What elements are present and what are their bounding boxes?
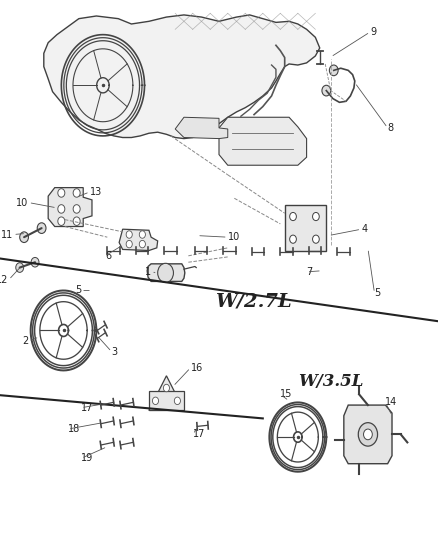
- Text: 10: 10: [16, 198, 28, 207]
- Circle shape: [152, 397, 159, 405]
- Text: 5: 5: [374, 288, 381, 298]
- Circle shape: [139, 231, 145, 238]
- Circle shape: [358, 423, 378, 446]
- Polygon shape: [44, 15, 320, 139]
- Circle shape: [20, 232, 28, 243]
- Text: 19: 19: [81, 454, 93, 463]
- Circle shape: [58, 189, 65, 197]
- Polygon shape: [149, 376, 184, 410]
- Circle shape: [290, 235, 297, 243]
- Polygon shape: [285, 205, 326, 251]
- Text: 6: 6: [105, 251, 111, 261]
- Polygon shape: [149, 391, 184, 410]
- Circle shape: [163, 384, 170, 392]
- Circle shape: [31, 257, 39, 267]
- Text: 9: 9: [370, 27, 376, 37]
- Text: 13: 13: [90, 187, 102, 197]
- Polygon shape: [344, 405, 392, 464]
- Circle shape: [290, 213, 297, 221]
- Circle shape: [174, 397, 180, 405]
- Circle shape: [139, 240, 145, 248]
- Text: W/3.5L: W/3.5L: [298, 373, 364, 390]
- Polygon shape: [147, 264, 185, 281]
- Circle shape: [16, 263, 24, 272]
- Circle shape: [73, 217, 80, 225]
- Text: 7: 7: [307, 267, 313, 277]
- Text: 15: 15: [280, 390, 293, 399]
- Circle shape: [73, 189, 80, 197]
- Circle shape: [126, 240, 132, 248]
- Text: 4: 4: [361, 224, 367, 234]
- Circle shape: [364, 429, 372, 440]
- Circle shape: [329, 65, 338, 76]
- Circle shape: [73, 205, 80, 213]
- Circle shape: [58, 217, 65, 225]
- Circle shape: [313, 213, 319, 221]
- Text: 1: 1: [145, 267, 151, 277]
- Polygon shape: [119, 229, 158, 251]
- Text: 10: 10: [228, 232, 240, 242]
- Polygon shape: [175, 117, 228, 139]
- Polygon shape: [48, 188, 92, 227]
- Circle shape: [322, 85, 331, 96]
- Polygon shape: [219, 117, 307, 165]
- Circle shape: [126, 231, 132, 238]
- Text: 17: 17: [193, 430, 205, 439]
- Circle shape: [58, 205, 65, 213]
- Text: 5: 5: [75, 286, 81, 295]
- Text: 18: 18: [68, 424, 80, 434]
- Circle shape: [37, 223, 46, 233]
- Text: 3: 3: [112, 347, 118, 357]
- Text: 11: 11: [1, 230, 13, 239]
- Circle shape: [313, 235, 319, 243]
- Text: 14: 14: [385, 398, 398, 407]
- Text: 12: 12: [0, 275, 9, 285]
- Text: 2: 2: [22, 336, 28, 346]
- Circle shape: [158, 263, 173, 282]
- Text: W/2.7L: W/2.7L: [215, 292, 291, 310]
- Text: 17: 17: [81, 403, 93, 413]
- Text: 16: 16: [191, 363, 203, 373]
- Text: 8: 8: [388, 123, 394, 133]
